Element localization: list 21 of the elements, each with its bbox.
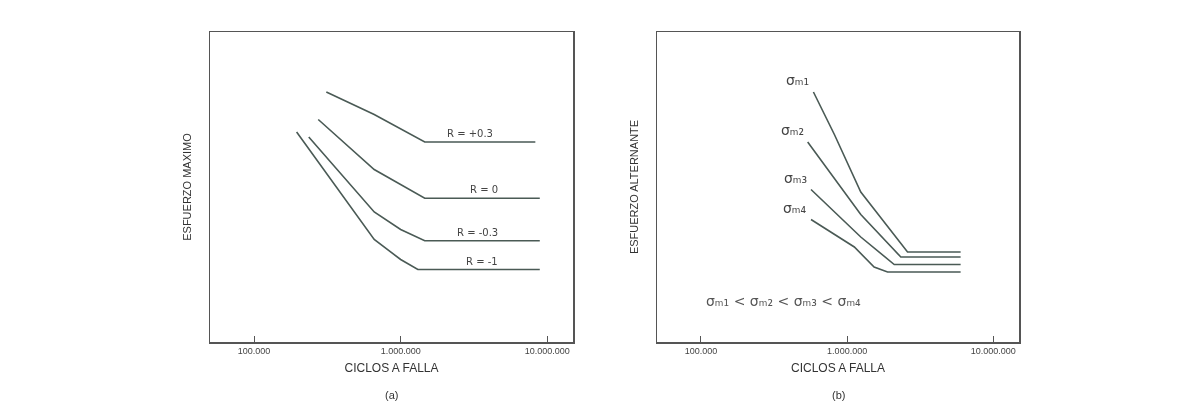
series-label: R = -1 [466, 256, 498, 267]
series-label: R = 0 [470, 184, 499, 195]
series-label: σₘ₁ [786, 72, 810, 88]
series-label: σₘ₄ [783, 200, 807, 216]
x-tick-label: 100.000 [237, 346, 271, 357]
x-tick-label: 1.000.000 [380, 346, 421, 357]
annotation: σₘ₁ < σₘ₂ < σₘ₃ < σₘ₄ [706, 293, 862, 309]
x-axis-title: CICLOS A FALLA [344, 360, 439, 375]
y-axis-title: ESFUERZO MAXIMO [181, 132, 194, 241]
text: (b) [832, 389, 846, 401]
y-axis-title: ESFUERZO ALTERNANTE [628, 119, 641, 255]
x-axis-title: CICLOS A FALLA [790, 360, 886, 375]
series-label: σₘ₂ [781, 122, 805, 138]
series-label: R = +0.3 [447, 128, 493, 139]
text: (a) [385, 389, 399, 401]
x-tick-label: 1.000.000 [827, 346, 868, 357]
series-label: R = -0.3 [457, 227, 499, 238]
x-tick-label: 10.000.000 [524, 346, 570, 357]
x-tick-label: 10.000.000 [970, 346, 1016, 357]
series-label: σₘ₃ [784, 170, 808, 186]
x-tick-label: 100.000 [684, 346, 718, 357]
